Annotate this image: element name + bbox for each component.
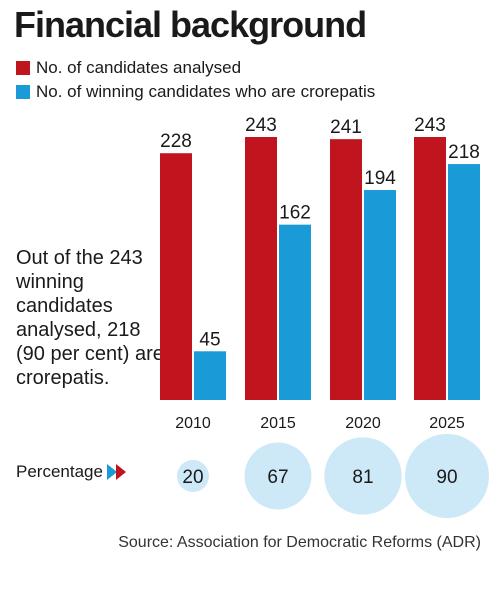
percentage-value-2025: 90 [436, 467, 457, 488]
data-label-crorepatis-2020: 194 [364, 168, 396, 189]
legend-label-analysed: No. of candidates analysed [36, 58, 242, 77]
legend: No. of candidates analysed No. of winnin… [16, 56, 375, 104]
bar-crorepatis-2025 [448, 164, 480, 400]
bar-analysed-2015 [245, 137, 277, 400]
data-label-analysed-2015: 243 [245, 115, 277, 136]
percentage-row-label: Percentage [16, 462, 129, 482]
percentage-value-2015: 67 [267, 467, 288, 488]
x-tick-label-2010: 2010 [175, 415, 211, 432]
legend-item-crorepatis: No. of winning candidates who are crorep… [16, 80, 375, 104]
legend-item-analysed: No. of candidates analysed [16, 56, 375, 80]
data-label-crorepatis-2015: 162 [279, 203, 311, 224]
bar-analysed-2010 [160, 153, 192, 400]
bar-analysed-2025 [414, 137, 446, 400]
legend-label-crorepatis: No. of winning candidates who are crorep… [36, 82, 376, 101]
source-note: Source: Association for Democratic Refor… [118, 534, 481, 551]
percentage-label: Percentage [16, 462, 103, 481]
percentage-value-2020: 81 [352, 467, 373, 488]
percentage-bubble-2010 [177, 460, 209, 492]
bar-analysed-2020 [330, 139, 362, 400]
legend-swatch-blue [16, 85, 30, 99]
chart-title: Financial background [14, 4, 367, 45]
bar-crorepatis-2015 [279, 224, 311, 400]
data-label-analysed-2010: 228 [160, 131, 192, 152]
bar-crorepatis-2020 [364, 190, 396, 400]
x-tick-label-2025: 2025 [429, 415, 465, 432]
summary-note: Out of the 243 winning candidates analys… [16, 247, 164, 389]
percentage-value-2010: 20 [182, 467, 203, 488]
data-label-analysed-2025: 243 [414, 115, 446, 136]
double-arrow-icon [106, 464, 126, 480]
percentage-bubble-2015 [244, 442, 312, 510]
x-tick-label-2020: 2020 [345, 415, 381, 432]
data-label-analysed-2020: 241 [330, 117, 362, 138]
percentage-bubble-2020 [324, 437, 402, 515]
bar-crorepatis-2010 [194, 351, 226, 400]
data-label-crorepatis-2010: 45 [199, 329, 220, 350]
legend-swatch-red [16, 61, 30, 75]
data-label-crorepatis-2025: 218 [448, 142, 480, 163]
percentage-bubble-2025 [405, 434, 489, 518]
x-tick-label-2015: 2015 [260, 415, 296, 432]
